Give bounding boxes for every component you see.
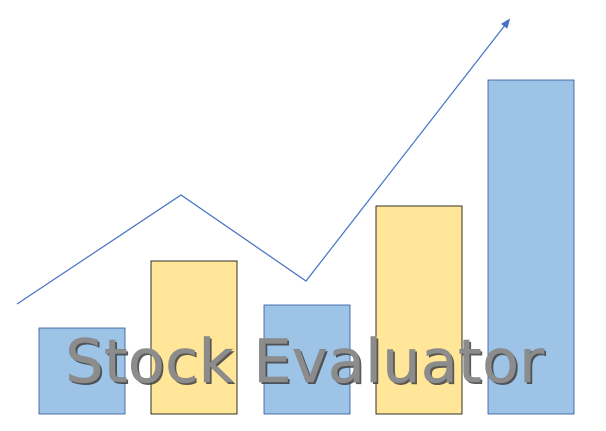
bar-2 (150, 260, 238, 415)
bar-1 (38, 327, 126, 415)
logo-title-shadow: Stock Evaluator (67, 329, 546, 399)
bar-4 (375, 205, 463, 415)
logo-title: Stock Evaluator (65, 327, 544, 397)
bar-chart-icon (38, 79, 575, 415)
bar-5 (487, 79, 575, 415)
bar-3 (263, 304, 351, 415)
trend-arrow-icon (16, 18, 511, 305)
